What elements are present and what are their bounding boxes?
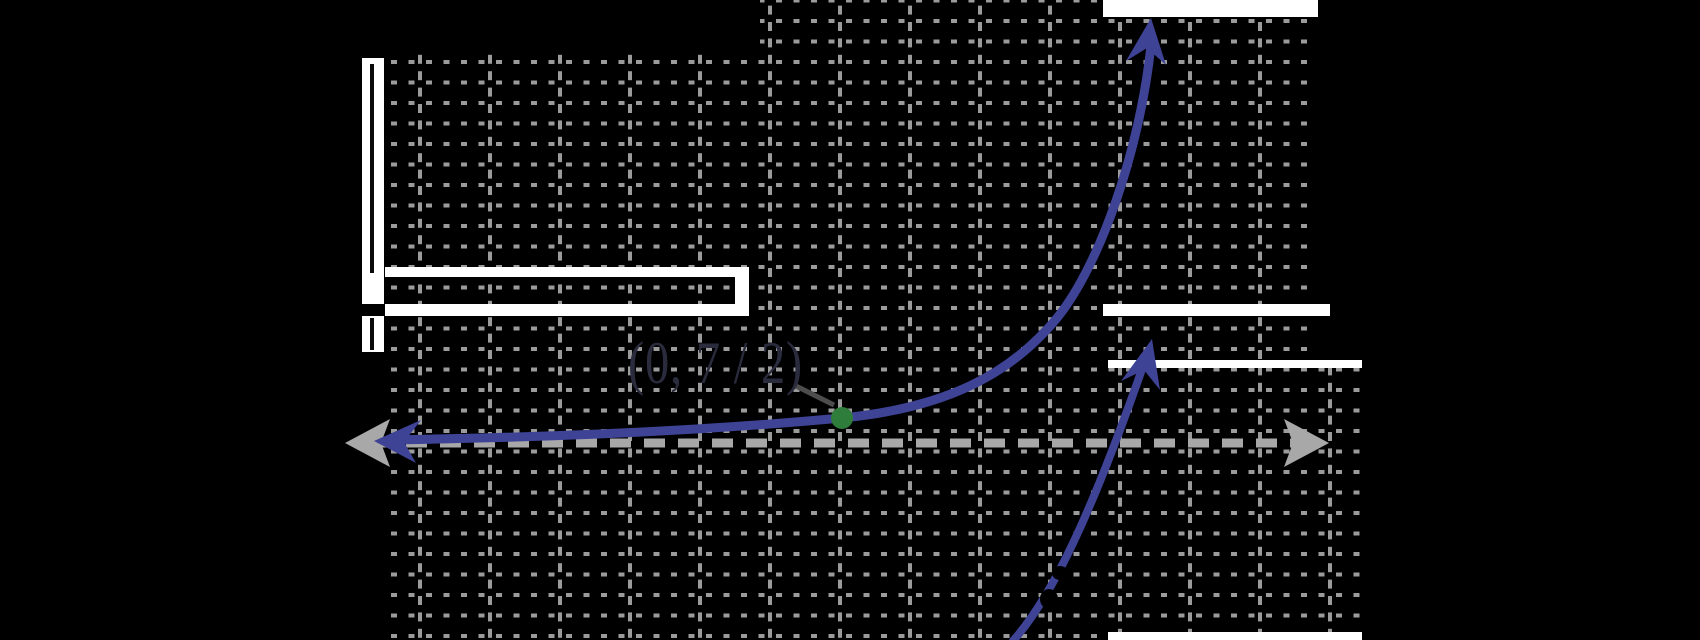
secondary-curve-arrow-icon <box>1121 339 1160 390</box>
grid-block-top-right <box>1113 17 1318 305</box>
white-band-top-right <box>1103 0 1318 17</box>
main-curve-left-arrow-icon <box>374 420 421 463</box>
secondary-curve-path <box>1009 350 1152 640</box>
asymptote-left-arrow-icon <box>345 419 390 467</box>
point-coordinate-label: (0, 7 / 2) <box>628 330 803 396</box>
left-remnant-line <box>370 64 374 350</box>
labeled-point-group: (0, 7 / 2) <box>628 330 853 429</box>
main-curve-path <box>387 44 1156 445</box>
asymptote-right-arrow-icon <box>1284 419 1329 467</box>
white-sliver-bottom-right <box>1108 632 1362 640</box>
main-curve-top-arrow-icon <box>1126 18 1166 65</box>
point-marker <box>831 407 853 429</box>
main-curve <box>374 18 1166 463</box>
label-pointer-line <box>794 383 836 408</box>
grid-block-top-middle <box>760 0 1113 305</box>
white-band-jog <box>735 267 749 316</box>
white-band-right-lower <box>1108 360 1362 368</box>
grid-region <box>385 0 1362 640</box>
grid-block-bottom <box>385 360 1362 640</box>
white-band-right <box>1103 304 1330 316</box>
white-band-lower-left <box>385 304 747 316</box>
asymptote <box>345 419 1329 467</box>
white-band-upper-left <box>385 267 747 277</box>
curve-gap-notch <box>1040 589 1058 609</box>
secondary-curve <box>1009 339 1160 640</box>
erased-label-boxes <box>362 0 1362 640</box>
curve-gap-notch <box>1052 566 1068 580</box>
grid-block-top-left <box>385 48 760 305</box>
